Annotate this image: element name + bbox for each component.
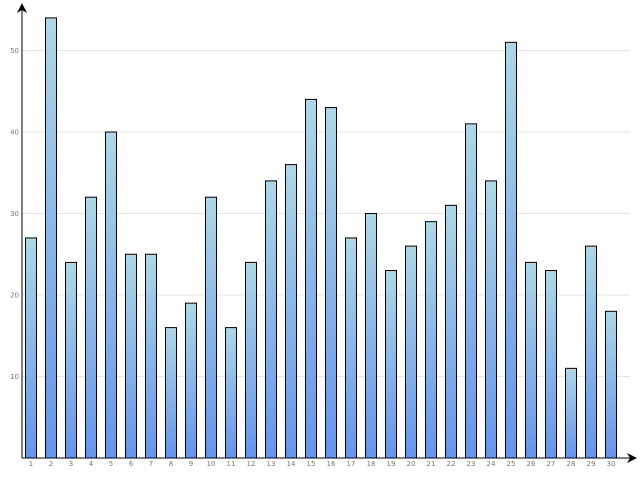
x-tick-label: 18 [367, 460, 376, 468]
x-tick-labels: 1 2 3 4 5 6 7 8 9 10 11 12 13 14 15 16 17 18 19 20 21 22 23 24 2… [29, 460, 616, 468]
bar-8 [165, 327, 177, 459]
bar-26 [525, 261, 537, 459]
x-tick-label: 10 [207, 460, 216, 468]
bar-27 [545, 270, 557, 459]
x-tick-label: 7 [149, 460, 153, 468]
bar-9 [185, 302, 197, 459]
bar-25 [505, 41, 517, 459]
bar-2 [45, 17, 57, 459]
bar-3 [65, 261, 77, 459]
x-tick-label: 20 [407, 460, 416, 468]
x-tick-label: 30 [607, 460, 616, 468]
x-tick-label: 26 [527, 460, 536, 468]
bar-15 [305, 98, 317, 459]
y-tick-label: 10 [10, 373, 19, 381]
bar-16 [325, 107, 337, 459]
x-tick-label: 12 [247, 460, 256, 468]
bar-28 [565, 367, 577, 459]
bar-11 [225, 327, 237, 459]
x-tick-label: 9 [189, 460, 193, 468]
bar-19 [385, 270, 397, 459]
x-tick-label: 2 [49, 460, 53, 468]
x-tick-label: 15 [307, 460, 316, 468]
bar-17 [345, 237, 357, 459]
x-tick-label: 25 [507, 460, 516, 468]
x-tick-label: 23 [467, 460, 476, 468]
y-tick-labels: 10 20 30 40 50 [10, 47, 19, 381]
bar-23 [465, 123, 477, 459]
y-tick-label: 20 [10, 292, 19, 300]
axes [17, 3, 637, 463]
bar-21 [425, 221, 437, 459]
x-tick-label: 16 [327, 460, 336, 468]
y-tick-label: 30 [10, 210, 19, 218]
bar-1 [25, 237, 37, 459]
bar-4 [85, 196, 97, 459]
x-tick-label: 22 [447, 460, 456, 468]
y-tick-label: 50 [10, 47, 19, 55]
bars [25, 17, 617, 459]
bar-20 [405, 245, 417, 459]
y-axis-arrow-icon [17, 3, 27, 13]
x-tick-label: 11 [227, 460, 236, 468]
bar-5 [105, 131, 117, 459]
bar-30 [605, 310, 617, 459]
x-axis-arrow-icon [627, 453, 637, 463]
bar-7 [145, 253, 157, 459]
x-tick-label: 28 [567, 460, 576, 468]
x-tick-label: 21 [427, 460, 436, 468]
bar-12 [245, 261, 257, 459]
bar-10 [205, 196, 217, 459]
x-tick-label: 4 [89, 460, 94, 468]
x-tick-label: 5 [109, 460, 113, 468]
bar-29 [585, 245, 597, 459]
bar-6 [125, 253, 137, 459]
x-tick-label: 24 [487, 460, 496, 468]
x-tick-label: 19 [387, 460, 396, 468]
x-tick-label: 17 [347, 460, 356, 468]
x-tick-label: 14 [287, 460, 296, 468]
x-tick-label: 1 [29, 460, 33, 468]
x-tick-label: 3 [69, 460, 73, 468]
x-tick-label: 6 [129, 460, 134, 468]
bar-22 [445, 204, 457, 459]
x-tick-label: 8 [169, 460, 173, 468]
x-tick-label: 29 [587, 460, 596, 468]
x-tick-label: 27 [547, 460, 556, 468]
bar-14 [285, 164, 297, 459]
y-tick-label: 40 [10, 129, 19, 137]
bar-24 [485, 180, 497, 459]
bar-13 [265, 180, 277, 459]
bar-18 [365, 213, 377, 459]
x-tick-label: 13 [267, 460, 276, 468]
